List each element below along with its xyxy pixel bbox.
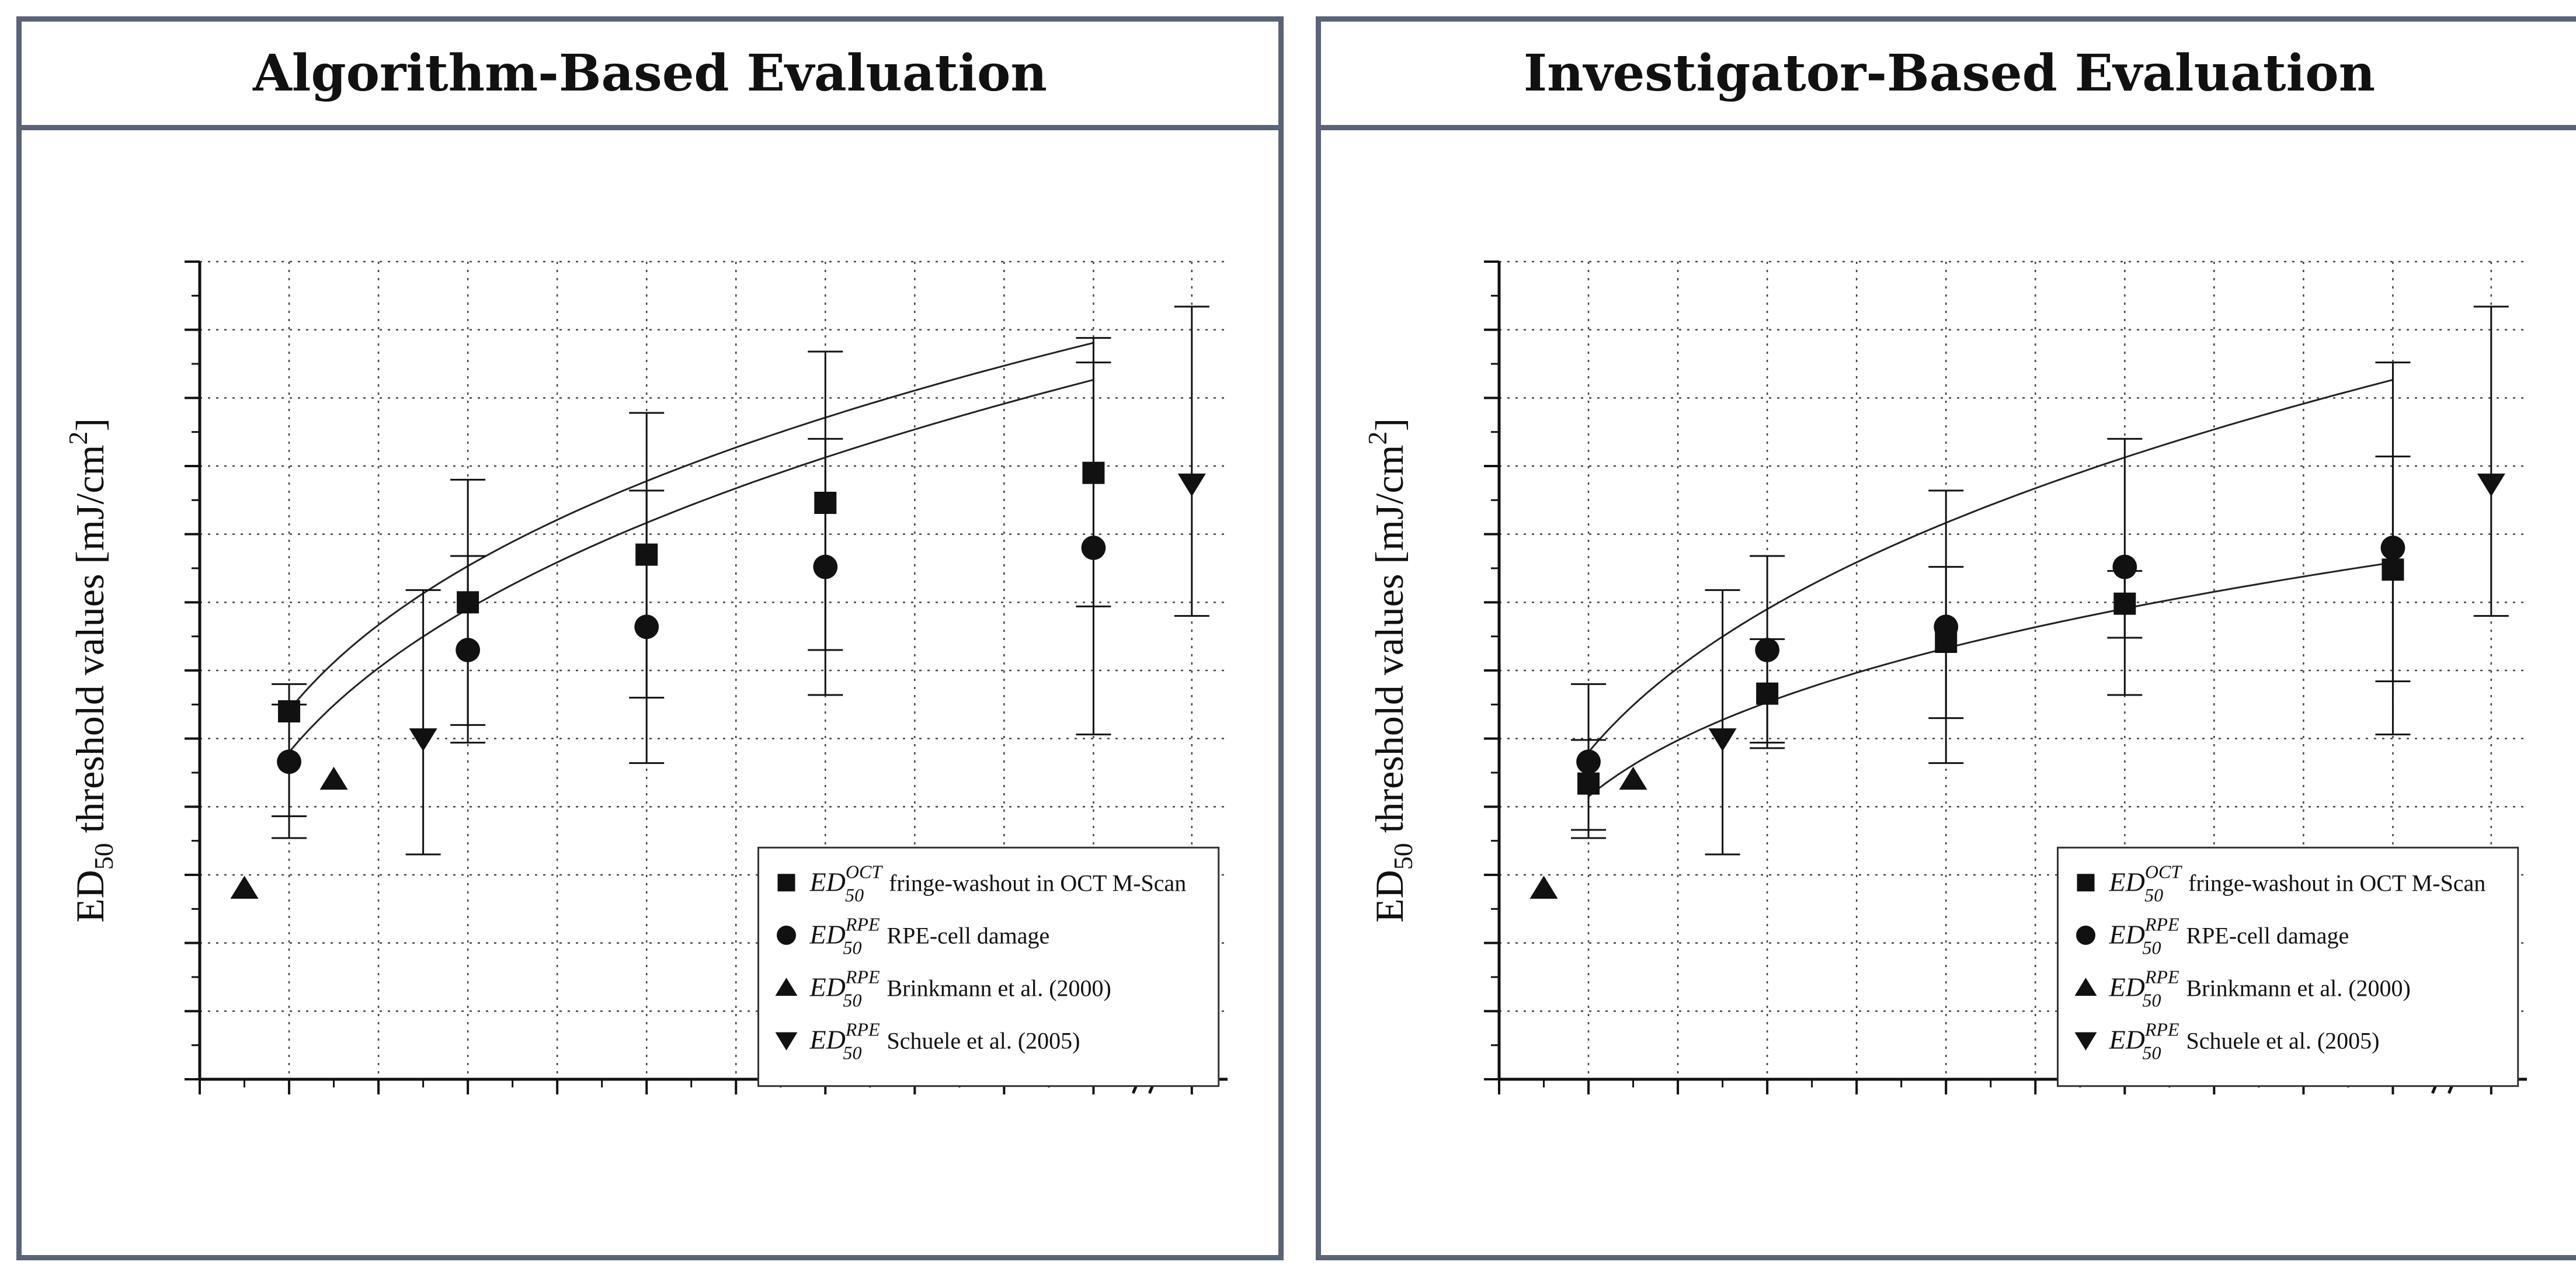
legend-marker [777, 874, 795, 892]
legend-box [757, 846, 1220, 1087]
data-point [277, 749, 301, 774]
y-axis-title: ED50 threshold values [mJ/cm2] [1362, 418, 1418, 923]
legend-marker [2076, 925, 2096, 945]
data-point [2477, 473, 2505, 497]
series-square [1571, 456, 2411, 831]
legend-entry: EDOCT 50 fringe-washout in OCT M-Scan [2109, 861, 2486, 905]
data-point [1081, 536, 1106, 560]
y-axis-title: ED50 threshold values [mJ/cm2] [63, 418, 119, 923]
legend-marker [777, 925, 797, 945]
legend-marker [775, 978, 798, 996]
data-point [813, 554, 838, 579]
legend-entry: EDRPE 50 RPE-cell damage [2109, 913, 2349, 958]
series-triangle-up [1529, 766, 1647, 899]
legend-box [2057, 846, 2519, 1087]
panel-b-title-bar: Investigator-Based Evaluation [1321, 22, 2576, 130]
chart-b-plot: ED50 threshold values [mJ/cm2] EDOCT 50 fri… [1362, 260, 2527, 1094]
legend: EDOCT 50 fringe-washout in OCT M-Scan EDRPE… [2057, 846, 2519, 1087]
data-point [2380, 536, 2405, 560]
data-point [1576, 749, 1601, 774]
legend-marker [775, 1032, 798, 1051]
series-triangle-down [1705, 305, 2509, 856]
panel-a-title: Algorithm-Based Evaluation [253, 44, 1047, 103]
data-point [230, 875, 259, 899]
legend-entry: EDRPE 50 RPE-cell damage [809, 913, 1050, 958]
series-circle [272, 362, 1111, 818]
chart-a-plot: ED50 threshold values [mJ/cm2] EDOCT 50 fri… [63, 260, 1228, 1094]
fit-curve [1588, 561, 2393, 798]
legend-marker [2077, 874, 2095, 892]
data-point [1755, 638, 1780, 662]
data-point [409, 728, 437, 752]
data-point [1708, 728, 1737, 752]
legend-entry: EDRPE 50 Schuele et al. (2005) [2109, 1019, 2380, 1063]
series-circle [1571, 362, 2411, 839]
legend-marker [2074, 978, 2097, 996]
data-point [634, 614, 659, 640]
data-point [1934, 614, 1959, 640]
panel-a-title-bar: Algorithm-Based Evaluation [22, 22, 1278, 130]
series-triangle-down [405, 305, 1209, 856]
data-point [1177, 473, 1206, 497]
panel-a: Algorithm-Based Evaluation ED50 threshol… [16, 16, 1284, 1260]
data-point [319, 766, 348, 790]
data-point [2112, 554, 2137, 579]
legend-entry: EDRPE 50 Brinkmann et al. (2000) [809, 966, 1111, 1010]
legend-entry: EDRPE 50 Schuele et al. (2005) [809, 1019, 1080, 1063]
series-triangle-up [230, 766, 348, 899]
panel-b-title: Investigator-Based Evaluation [1523, 44, 2376, 103]
series-square [272, 337, 1111, 839]
data-point [1529, 875, 1558, 899]
fit-curve [288, 378, 1094, 753]
legend-marker [2074, 1032, 2097, 1051]
data-point [1619, 766, 1647, 790]
legend: EDOCT 50 fringe-washout in OCT M-Scan EDRPE… [757, 846, 1220, 1087]
data-point [456, 638, 481, 662]
panel-b: Investigator-Based Evaluation ED50 thres… [1316, 16, 2576, 1260]
legend-entry: EDRPE 50 Brinkmann et al. (2000) [2109, 966, 2411, 1010]
fit-curve [1587, 378, 2393, 753]
legend-entry: EDOCT 50 fringe-washout in OCT M-Scan [809, 861, 1187, 905]
